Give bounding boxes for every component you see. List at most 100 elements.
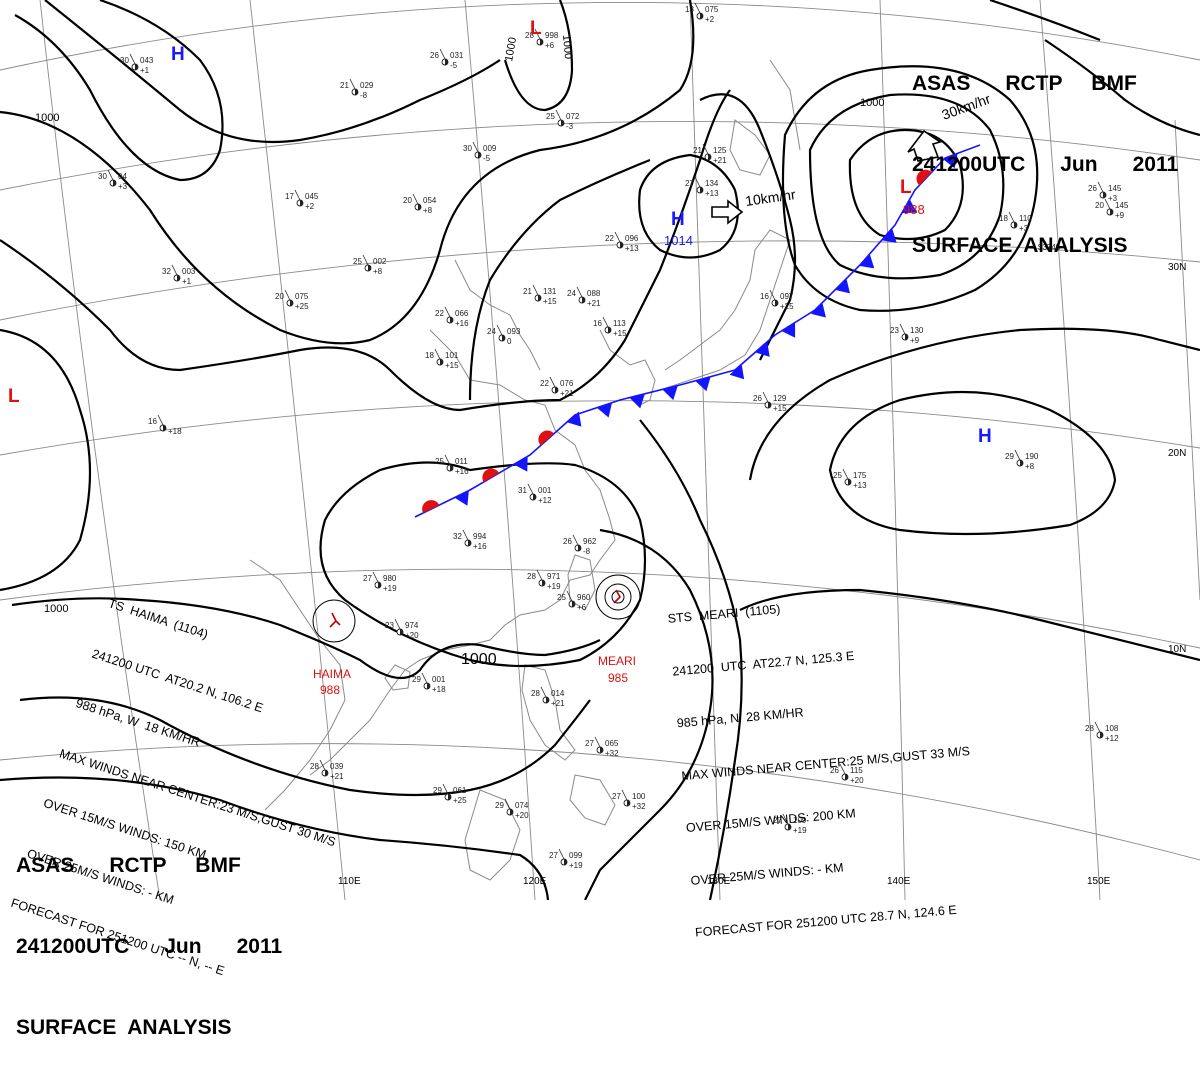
station-pressure: 029 bbox=[360, 81, 374, 90]
cold-front-triangle bbox=[755, 341, 770, 357]
wind-barb-icon bbox=[549, 376, 556, 388]
station-plot: 26 031-5 bbox=[430, 48, 464, 70]
isobar-east-high bbox=[699, 93, 797, 361]
cloud-cover-icon bbox=[627, 800, 630, 806]
station-tendency: +2 bbox=[705, 15, 715, 24]
station-pressure: 043 bbox=[140, 56, 154, 65]
station-pressure: 175 bbox=[853, 471, 867, 480]
station-temp: 13 bbox=[685, 5, 694, 14]
wind-barb-icon bbox=[442, 783, 449, 795]
parallel-50n bbox=[0, 1, 1200, 71]
cold-front-triangle bbox=[901, 199, 918, 214]
station-plot: 22 066+16 bbox=[435, 306, 469, 328]
typhoon-markers bbox=[312, 574, 641, 643]
wind-barb-icon bbox=[1094, 721, 1101, 733]
wind-barb-icon bbox=[319, 759, 326, 771]
haima-pressure-label: 988 bbox=[320, 683, 340, 697]
station-tendency: +32 bbox=[632, 802, 646, 811]
cloud-cover-icon bbox=[546, 697, 549, 703]
wind-barb-icon bbox=[1104, 198, 1111, 210]
station-temp: 25 bbox=[353, 257, 362, 266]
cloud-cover-icon bbox=[561, 120, 564, 126]
isobar-east-outer bbox=[639, 419, 743, 900]
isobar-1000-low-outer bbox=[781, 65, 1039, 312]
station-temp: 29 bbox=[1005, 452, 1014, 461]
korea-coast bbox=[599, 329, 656, 406]
station-tendency: +21 bbox=[330, 772, 344, 781]
indochina-coast bbox=[249, 559, 346, 811]
china-coast bbox=[309, 329, 616, 776]
station-temp: 20 bbox=[1095, 201, 1104, 210]
cloud-cover-icon bbox=[450, 317, 453, 323]
station-pressure: 099 bbox=[569, 851, 583, 860]
wind-barb-icon bbox=[594, 736, 601, 748]
station-plot: 28 014+21 bbox=[531, 686, 565, 708]
haima-name-label: HAIMA bbox=[313, 667, 351, 681]
station-pressure: 130 bbox=[910, 326, 924, 335]
wind-barb-icon bbox=[444, 454, 451, 466]
luzon-coast bbox=[521, 664, 576, 761]
meridian-100e bbox=[39, 0, 161, 900]
bulletin-line: MAX WINDS NEAR CENTER:25 M/S,GUST 33 M/S bbox=[680, 743, 971, 783]
station-temp: 26 bbox=[1088, 184, 1097, 193]
station-temp: 24 bbox=[487, 327, 496, 336]
station-plot: 31 001+12 bbox=[518, 483, 552, 505]
parallel-40n bbox=[0, 120, 1200, 191]
cloud-cover-icon bbox=[845, 774, 848, 780]
isobar-1004-south bbox=[0, 776, 550, 900]
isobar-label-top-left: 1000 bbox=[503, 36, 519, 62]
station-tendency: +15 bbox=[613, 329, 627, 338]
wind-barb-icon bbox=[349, 78, 356, 90]
isobar-label-south: 1000 bbox=[461, 651, 497, 668]
wind-barb-icon bbox=[769, 289, 776, 301]
high-center-1014-value: 1014 bbox=[664, 233, 693, 248]
lon-label-120e: 120E bbox=[523, 876, 547, 887]
station-plot: 20 075+25 bbox=[275, 289, 309, 311]
station-pressure: 097 bbox=[780, 292, 794, 301]
title-line-station: ASAS RCTP BMF bbox=[912, 72, 1137, 95]
station-temp: 32 bbox=[453, 532, 462, 541]
station-pressure: 960 bbox=[577, 593, 591, 602]
station-tendency: +15 bbox=[445, 361, 459, 370]
isobar-1000-top-low bbox=[503, 0, 574, 112]
cloud-cover-icon bbox=[400, 629, 403, 635]
cloud-cover-icon bbox=[510, 809, 513, 815]
cold-front-triangle bbox=[566, 411, 582, 427]
station-plot: 23 974+20 bbox=[385, 618, 419, 640]
isobar-inner-china bbox=[468, 158, 651, 401]
station-tendency: +9 bbox=[910, 336, 920, 345]
cloud-cover-icon bbox=[163, 425, 166, 431]
cloud-cover-icon bbox=[300, 200, 303, 206]
isobar-east-band-2 bbox=[989, 0, 1101, 42]
low-center-988-value: 988 bbox=[903, 202, 925, 217]
wind-barb-icon bbox=[534, 28, 541, 40]
title-line-product: SURFACE ANALYSIS bbox=[16, 1016, 232, 1039]
cloud-cover-icon bbox=[540, 39, 543, 45]
station-tendency: +21 bbox=[551, 699, 565, 708]
warm-front-semicircle bbox=[538, 430, 555, 446]
station-pressure: 110 bbox=[1019, 214, 1032, 223]
station-tendency: +21 bbox=[587, 299, 601, 308]
isobar-southwest-outer bbox=[19, 696, 591, 797]
station-temp: 28 bbox=[1085, 724, 1094, 733]
cold-front-triangle bbox=[629, 393, 645, 409]
station-temp: 18 bbox=[425, 351, 434, 360]
station-pressure: 998 bbox=[545, 31, 559, 40]
station-pressure: 002 bbox=[373, 257, 387, 266]
isobar-label-northeast: 1000 bbox=[860, 97, 884, 109]
station-temp: 21 bbox=[523, 287, 532, 296]
station-temp: 25 bbox=[833, 471, 842, 480]
cloud-cover-icon bbox=[700, 13, 703, 19]
station-pressure: 974 bbox=[405, 621, 419, 630]
wind-barb-icon bbox=[472, 141, 479, 153]
station-pressure: 076 bbox=[560, 379, 574, 388]
station-temp: 22 bbox=[540, 379, 549, 388]
cloud-cover-icon bbox=[1014, 222, 1017, 228]
japan-coast bbox=[659, 229, 791, 391]
wind-barb-icon bbox=[558, 848, 565, 860]
wind-barb-icon bbox=[171, 264, 178, 276]
station-pressure: 980 bbox=[383, 574, 397, 583]
cloud-cover-icon bbox=[440, 359, 443, 365]
parallel-20n bbox=[0, 400, 1200, 456]
station-pressure: 093 bbox=[507, 327, 521, 336]
